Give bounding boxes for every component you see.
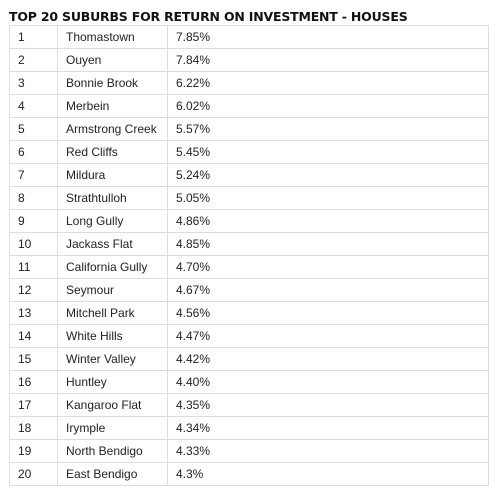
table-row: 12 Seymour 4.67% bbox=[9, 278, 489, 302]
table-row: 6 Red Cliffs 5.45% bbox=[9, 140, 489, 164]
return-cell: 4.86% bbox=[167, 209, 489, 233]
table-row: 10 Jackass Flat 4.85% bbox=[9, 232, 489, 256]
rank-cell: 2 bbox=[9, 48, 58, 72]
return-cell: 4.47% bbox=[167, 324, 489, 348]
return-cell: 7.84% bbox=[167, 48, 489, 72]
rank-cell: 9 bbox=[9, 209, 58, 233]
suburb-cell: Bonnie Brook bbox=[57, 71, 168, 95]
return-cell: 4.42% bbox=[167, 347, 489, 371]
return-cell: 5.24% bbox=[167, 163, 489, 187]
rank-cell: 18 bbox=[9, 416, 58, 440]
return-cell: 4.85% bbox=[167, 232, 489, 256]
rank-cell: 7 bbox=[9, 163, 58, 187]
return-cell: 6.02% bbox=[167, 94, 489, 118]
suburb-cell: Winter Valley bbox=[57, 347, 168, 371]
table-row: 18 Irymple 4.34% bbox=[9, 416, 489, 440]
rank-cell: 10 bbox=[9, 232, 58, 256]
table-body: 1 Thomastown 7.85% 2 Ouyen 7.84% 3 Bonnie Brook… bbox=[9, 25, 489, 486]
rank-cell: 13 bbox=[9, 301, 58, 325]
return-cell: 4.40% bbox=[167, 370, 489, 394]
rank-cell: 20 bbox=[9, 462, 58, 486]
table-row: 14 White Hills 4.47% bbox=[9, 324, 489, 348]
suburb-cell: Jackass Flat bbox=[57, 232, 168, 256]
rank-cell: 11 bbox=[9, 255, 58, 279]
suburb-cell: Armstrong Creek bbox=[57, 117, 168, 141]
suburb-cell: North Bendigo bbox=[57, 439, 168, 463]
table-row: 1 Thomastown 7.85% bbox=[9, 25, 489, 49]
return-cell: 4.70% bbox=[167, 255, 489, 279]
rank-cell: 8 bbox=[9, 186, 58, 210]
suburb-cell: Kangaroo Flat bbox=[57, 393, 168, 417]
return-cell: 4.35% bbox=[167, 393, 489, 417]
table-row: 15 Winter Valley 4.42% bbox=[9, 347, 489, 371]
table-row: 2 Ouyen 7.84% bbox=[9, 48, 489, 72]
return-cell: 7.85% bbox=[167, 25, 489, 49]
page-title: TOP 20 SUBURBS FOR RETURN ON INVESTMENT … bbox=[9, 9, 408, 24]
suburb-cell: Red Cliffs bbox=[57, 140, 168, 164]
suburb-cell: White Hills bbox=[57, 324, 168, 348]
table-row: 9 Long Gully 4.86% bbox=[9, 209, 489, 233]
return-cell: 5.45% bbox=[167, 140, 489, 164]
return-cell: 4.33% bbox=[167, 439, 489, 463]
table-row: 17 Kangaroo Flat 4.35% bbox=[9, 393, 489, 417]
roi-table: 1 Thomastown 7.85% 2 Ouyen 7.84% 3 Bonnie Brook… bbox=[9, 25, 489, 486]
rank-cell: 16 bbox=[9, 370, 58, 394]
table-row: 7 Mildura 5.24% bbox=[9, 163, 489, 187]
return-cell: 4.67% bbox=[167, 278, 489, 302]
suburb-cell: Irymple bbox=[57, 416, 168, 440]
table-row: 8 Strathtulloh 5.05% bbox=[9, 186, 489, 210]
suburb-cell: Ouyen bbox=[57, 48, 168, 72]
return-cell: 4.34% bbox=[167, 416, 489, 440]
suburb-cell: Seymour bbox=[57, 278, 168, 302]
rank-cell: 6 bbox=[9, 140, 58, 164]
suburb-cell: Long Gully bbox=[57, 209, 168, 233]
table-row: 16 Huntley 4.40% bbox=[9, 370, 489, 394]
table-row: 20 East Bendigo 4.3% bbox=[9, 462, 489, 486]
table-row: 11 California Gully 4.70% bbox=[9, 255, 489, 279]
rank-cell: 3 bbox=[9, 71, 58, 95]
suburb-cell: East Bendigo bbox=[57, 462, 168, 486]
suburb-cell: Huntley bbox=[57, 370, 168, 394]
rank-cell: 14 bbox=[9, 324, 58, 348]
table-row: 3 Bonnie Brook 6.22% bbox=[9, 71, 489, 95]
rank-cell: 1 bbox=[9, 25, 58, 49]
return-cell: 4.3% bbox=[167, 462, 489, 486]
return-cell: 5.57% bbox=[167, 117, 489, 141]
table-row: 4 Merbein 6.02% bbox=[9, 94, 489, 118]
rank-cell: 17 bbox=[9, 393, 58, 417]
suburb-cell: Mitchell Park bbox=[57, 301, 168, 325]
rank-cell: 5 bbox=[9, 117, 58, 141]
suburb-cell: Mildura bbox=[57, 163, 168, 187]
rank-cell: 12 bbox=[9, 278, 58, 302]
rank-cell: 19 bbox=[9, 439, 58, 463]
suburb-cell: Strathtulloh bbox=[57, 186, 168, 210]
table-row: 19 North Bendigo 4.33% bbox=[9, 439, 489, 463]
suburb-cell: California Gully bbox=[57, 255, 168, 279]
rank-cell: 4 bbox=[9, 94, 58, 118]
suburb-cell: Thomastown bbox=[57, 25, 168, 49]
rank-cell: 15 bbox=[9, 347, 58, 371]
suburb-cell: Merbein bbox=[57, 94, 168, 118]
return-cell: 5.05% bbox=[167, 186, 489, 210]
table-row: 13 Mitchell Park 4.56% bbox=[9, 301, 489, 325]
return-cell: 6.22% bbox=[167, 71, 489, 95]
table-row: 5 Armstrong Creek 5.57% bbox=[9, 117, 489, 141]
return-cell: 4.56% bbox=[167, 301, 489, 325]
